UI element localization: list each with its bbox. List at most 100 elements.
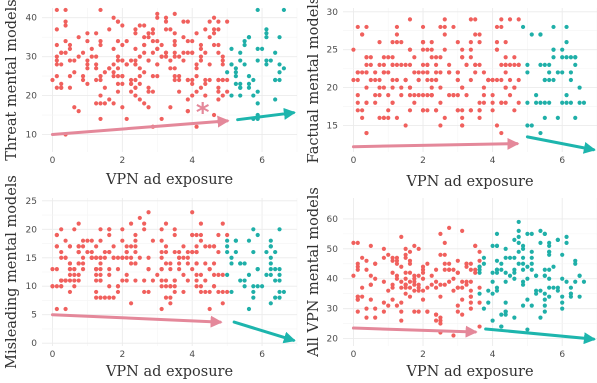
point-low-exposure — [203, 93, 208, 98]
point-low-exposure — [211, 112, 217, 118]
point-low-exposure — [360, 285, 365, 290]
point-high-exposure — [273, 50, 278, 55]
point-low-exposure — [399, 40, 404, 45]
point-low-exposure — [468, 294, 473, 299]
point-high-exposure — [512, 255, 517, 260]
point-high-exposure — [512, 315, 517, 320]
point-low-exposure — [438, 24, 443, 30]
point-low-exposure — [163, 54, 169, 59]
point-low-exposure — [107, 249, 112, 255]
point-high-exposure — [277, 267, 282, 272]
point-low-exposure — [98, 74, 103, 79]
point-low-exposure — [368, 273, 373, 278]
point-low-exposure — [98, 272, 103, 277]
point-high-exposure — [268, 244, 273, 249]
point-low-exposure — [172, 54, 177, 59]
point-low-exposure — [425, 285, 430, 290]
point-low-exposure — [85, 66, 90, 71]
point-low-exposure — [133, 77, 138, 83]
point-low-exposure — [207, 19, 212, 24]
point-low-exposure — [172, 50, 177, 55]
point-low-exposure — [425, 47, 430, 52]
point-low-exposure — [399, 234, 404, 239]
point-high-exposure — [268, 267, 273, 272]
point-low-exposure — [494, 40, 500, 45]
point-low-exposure — [177, 54, 182, 59]
point-low-exposure — [386, 93, 391, 98]
point-low-exposure — [377, 40, 382, 45]
point-low-exposure — [473, 62, 478, 67]
y-axis-label: Misleading mental models — [4, 175, 20, 369]
point-high-exposure — [568, 291, 574, 296]
point-low-exposure — [416, 246, 421, 251]
point-low-exposure — [355, 108, 360, 113]
point-low-exposure — [512, 55, 517, 60]
point-low-exposure — [76, 54, 81, 59]
point-low-exposure — [360, 115, 365, 120]
point-low-exposure — [442, 282, 447, 287]
point-low-exposure — [98, 295, 103, 300]
point-low-exposure — [468, 77, 473, 83]
point-low-exposure — [85, 249, 90, 255]
point-high-exposure — [538, 32, 543, 37]
point-low-exposure — [50, 77, 55, 83]
point-low-exposure — [503, 55, 508, 60]
point-low-exposure — [420, 62, 426, 67]
point-low-exposure — [128, 58, 134, 63]
point-high-exposure — [273, 249, 278, 255]
point-high-exposure — [547, 249, 552, 254]
point-low-exposure — [220, 58, 225, 63]
point-low-exposure — [216, 50, 221, 55]
point-low-exposure — [390, 285, 395, 290]
point-high-exposure — [229, 255, 234, 260]
point-low-exposure — [381, 85, 386, 90]
point-low-exposure — [59, 81, 64, 86]
point-low-exposure — [76, 272, 81, 277]
point-low-exposure — [85, 31, 90, 36]
point-low-exposure — [460, 123, 465, 128]
point-high-exposure — [560, 55, 565, 60]
point-low-exposure — [468, 108, 473, 113]
point-low-exposure — [420, 267, 426, 272]
point-low-exposure — [137, 54, 142, 59]
point-low-exposure — [198, 221, 204, 226]
point-low-exposure — [220, 62, 225, 67]
point-low-exposure — [194, 124, 199, 129]
point-low-exposure — [373, 276, 378, 281]
y-tick-label: 15 — [26, 254, 37, 264]
x-tick-label: 2 — [420, 350, 426, 360]
point-low-exposure — [120, 74, 125, 79]
point-high-exposure — [225, 244, 230, 249]
point-high-exposure — [547, 252, 552, 257]
trend-arrow-low — [351, 137, 520, 150]
point-low-exposure — [390, 258, 395, 263]
point-low-exposure — [429, 47, 434, 52]
point-low-exposure — [133, 46, 138, 51]
point-high-exposure — [503, 270, 508, 275]
point-low-exposure — [50, 284, 55, 289]
point-high-exposure — [238, 261, 243, 266]
point-low-exposure — [50, 267, 55, 272]
point-low-exposure — [67, 58, 73, 63]
point-low-exposure — [516, 62, 521, 67]
point-high-exposure — [581, 279, 587, 284]
point-low-exposure — [198, 232, 204, 238]
point-low-exposure — [494, 123, 500, 128]
point-high-exposure — [516, 261, 521, 266]
point-low-exposure — [211, 244, 217, 249]
point-low-exposure — [146, 267, 151, 272]
point-high-exposure — [525, 327, 530, 332]
point-low-exposure — [477, 324, 482, 329]
point-low-exposure — [386, 70, 391, 75]
point-low-exposure — [85, 81, 90, 86]
point-low-exposure — [468, 267, 473, 272]
point-high-exposure — [251, 295, 256, 300]
point-low-exposure — [181, 272, 186, 277]
y-tick-label: 30 — [327, 8, 339, 18]
point-low-exposure — [442, 32, 447, 37]
point-low-exposure — [98, 278, 103, 283]
point-low-exposure — [168, 261, 173, 266]
point-low-exposure — [412, 100, 417, 105]
point-low-exposure — [98, 261, 103, 266]
point-low-exposure — [451, 93, 456, 98]
